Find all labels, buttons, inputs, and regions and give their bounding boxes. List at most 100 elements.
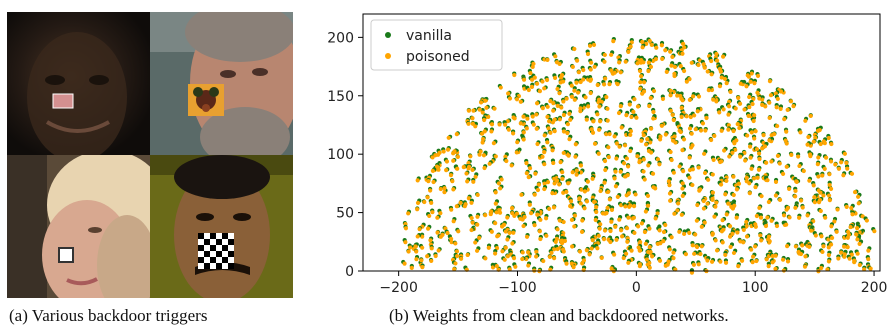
point-poisoned [689,60,694,65]
point-poisoned [638,86,643,91]
point-poisoned [552,176,557,181]
point-poisoned [505,119,510,124]
point-poisoned [607,82,612,87]
point-poisoned [751,176,757,181]
point-poisoned [482,129,487,134]
point-poisoned [717,110,722,115]
point-poisoned [695,202,700,208]
point-poisoned [572,213,578,218]
point-poisoned [604,210,609,216]
point-poisoned [855,194,861,199]
point-poisoned [829,235,835,240]
point-poisoned [680,181,685,186]
point-poisoned [841,173,846,178]
point-poisoned [493,154,498,159]
point-poisoned [698,128,704,133]
point-poisoned [417,227,422,232]
point-poisoned [509,163,514,168]
point-poisoned [463,202,468,207]
point-poisoned [661,239,666,244]
point-poisoned [702,151,707,156]
point-poisoned [711,97,716,102]
point-poisoned [766,199,771,205]
point-poisoned [811,139,816,144]
point-poisoned [561,129,567,134]
point-poisoned [751,118,756,124]
point-poisoned [498,85,503,90]
point-poisoned [601,237,607,242]
point-poisoned [646,68,651,74]
scatter-points [401,37,877,275]
point-poisoned [822,166,827,171]
point-poisoned [605,205,610,210]
point-poisoned [755,175,760,180]
point-poisoned [713,238,718,243]
point-poisoned [557,218,562,223]
point-poisoned [812,200,818,205]
point-poisoned [595,246,600,251]
point-poisoned [735,122,740,127]
point-poisoned [794,179,799,184]
point-poisoned [819,234,824,239]
point-poisoned [648,64,654,69]
point-poisoned [453,241,458,246]
point-poisoned [704,115,709,121]
point-poisoned [616,110,622,116]
point-poisoned [796,215,802,220]
point-poisoned [471,179,476,184]
point-poisoned [590,176,595,181]
point-poisoned [609,219,614,224]
point-poisoned [567,137,572,142]
point-poisoned [845,166,850,171]
point-poisoned [511,131,516,136]
point-poisoned [655,211,660,216]
point-poisoned [547,254,553,260]
point-poisoned [534,101,540,106]
point-poisoned [551,205,557,210]
point-poisoned [668,88,673,93]
point-poisoned [535,141,540,147]
point-poisoned [669,235,674,240]
point-poisoned [682,45,687,50]
point-poisoned [628,129,634,134]
point-poisoned [422,199,427,205]
point-poisoned [464,171,469,176]
point-poisoned [520,250,525,255]
point-poisoned [486,245,491,250]
point-poisoned [612,134,617,139]
point-poisoned [737,125,742,131]
point-poisoned [642,229,648,235]
point-poisoned [475,222,480,227]
point-poisoned [591,42,597,48]
point-poisoned [730,231,735,236]
point-poisoned [604,95,609,100]
point-poisoned [722,76,728,82]
point-poisoned [672,64,678,70]
point-poisoned [552,247,557,252]
point-poisoned [753,129,758,134]
point-poisoned [717,84,723,89]
point-poisoned [666,259,671,264]
point-poisoned [690,167,695,172]
point-poisoned [429,200,434,205]
point-poisoned [681,41,686,46]
point-poisoned [774,223,780,229]
point-poisoned [419,258,424,263]
point-poisoned [538,217,543,222]
point-poisoned [493,251,498,256]
point-poisoned [752,80,757,86]
point-poisoned [550,191,555,196]
point-poisoned [651,116,656,121]
point-poisoned [640,39,645,45]
point-poisoned [844,160,849,166]
point-poisoned [444,168,449,173]
point-poisoned [449,239,454,245]
point-poisoned [742,107,747,112]
point-poisoned [569,261,574,266]
point-poisoned [668,149,673,155]
point-poisoned [513,264,518,269]
point-poisoned [544,233,549,238]
point-poisoned [635,61,640,66]
point-poisoned [425,195,430,200]
point-poisoned [755,73,761,78]
